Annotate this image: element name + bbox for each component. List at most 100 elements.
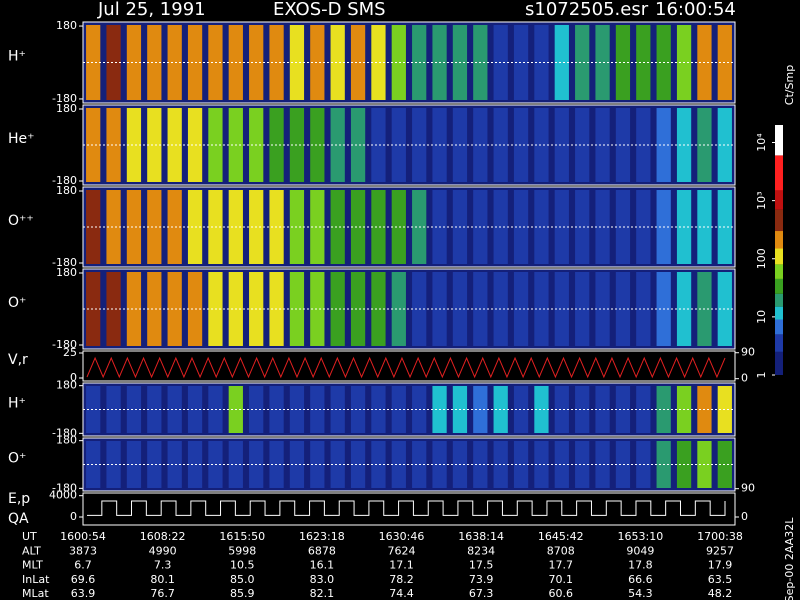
heat-cell [147, 441, 162, 488]
data-line [87, 500, 726, 516]
y-tick-label: 180 [56, 19, 77, 32]
heat-cell [350, 441, 366, 488]
ephemeris-value: 85.9 [230, 587, 255, 600]
heat-cell [575, 272, 590, 346]
y2-tick-label: 0 [741, 372, 748, 385]
heat-cell [167, 441, 182, 488]
ephemeris-value: 82.1 [310, 587, 335, 600]
heat-cell [534, 441, 549, 488]
heat-cell [391, 272, 406, 346]
heat-cell [534, 25, 549, 100]
heat-cell [615, 386, 631, 433]
heat-cell [575, 190, 590, 264]
ephemeris-value: 1615:50 [219, 530, 265, 543]
colorbar-segment [775, 248, 783, 265]
heat-cell [167, 272, 182, 346]
heat-cell [126, 190, 142, 264]
ephemeris-value: 3873 [69, 544, 97, 557]
heat-cell [330, 190, 345, 264]
y-tick-label: -180 [52, 338, 77, 351]
heat-cell [371, 386, 386, 433]
ephemeris-value: 1700:38 [697, 530, 743, 543]
heat-cell [391, 441, 406, 488]
date: Jul 25, 1991 [97, 0, 206, 20]
y-tick-label: -180 [52, 256, 77, 269]
ephemeris-value: 6878 [308, 544, 336, 557]
heat-cell [330, 272, 345, 346]
heat-cell [126, 272, 142, 346]
colorbar-segment [775, 306, 783, 320]
heat-cell [575, 108, 590, 182]
panel-frame [82, 21, 736, 104]
heat-cell [147, 25, 162, 100]
panel-label: V,r [8, 352, 28, 368]
heat-cell [615, 108, 631, 182]
heat-cell [534, 272, 549, 346]
heat-cell [534, 108, 549, 182]
heat-cell [167, 108, 182, 182]
colorbar-segment [775, 231, 783, 249]
ephemeris-value: 85.0 [230, 573, 255, 586]
panel-label: He⁺ [8, 131, 35, 147]
y2-tick-label: 90 [741, 482, 755, 495]
panel-frame [82, 492, 736, 526]
heat-cell [595, 190, 610, 264]
heat-cell [534, 386, 549, 433]
heat-cell [126, 441, 142, 488]
heat-cell [126, 108, 142, 182]
ephemeris-label: InLat [22, 573, 50, 586]
y-tick-label: 0 [70, 510, 77, 523]
y-tick-label: 180 [56, 184, 77, 197]
file: s1072505.esr [525, 0, 649, 20]
heat-cell [310, 25, 325, 100]
ephemeris-value: 76.7 [150, 587, 175, 600]
y-tick-label: 180 [56, 266, 77, 279]
heat-cell [86, 108, 101, 182]
ephemeris-value: 1608:22 [140, 530, 186, 543]
colorbar-segment [775, 264, 783, 279]
ephemeris-value: 8234 [467, 544, 495, 557]
y-tick-label: 180 [56, 379, 77, 392]
heat-cell [350, 108, 366, 182]
heat-cell [513, 25, 529, 100]
heat-cell [147, 190, 162, 264]
heat-cell [106, 272, 121, 346]
time: 16:00:54 [655, 0, 736, 20]
heat-cell [371, 25, 386, 100]
heat-cell [330, 386, 345, 433]
heat-cell [615, 25, 631, 100]
panel-frame [82, 382, 736, 437]
panel-label: H⁺ [8, 49, 26, 65]
ephemeris-label: MLT [22, 559, 43, 572]
ephemeris-value: 74.4 [389, 587, 414, 600]
panel-frame [82, 350, 736, 382]
heat-cell [147, 386, 162, 433]
colorbar-segment [775, 334, 783, 352]
ephemeris-value: 7.3 [154, 559, 172, 572]
heat-cell [167, 25, 182, 100]
panel-bg [83, 351, 735, 381]
data-line [86, 356, 726, 379]
heat-cell [106, 441, 121, 488]
heat-cell [147, 108, 162, 182]
ephemeris-label: UT [22, 530, 37, 543]
heat-cell [371, 190, 386, 264]
colorbar-segment [775, 155, 783, 191]
ephemeris-value: 78.2 [389, 573, 414, 586]
colorbar-segment [775, 190, 783, 210]
heat-cell [595, 272, 610, 346]
ephemeris-value: 73.9 [469, 573, 494, 586]
heat-cell [167, 190, 182, 264]
y-tick-label: -180 [52, 174, 77, 187]
ephemeris-value: 10.5 [230, 559, 255, 572]
heat-cell [513, 272, 529, 346]
heat-cell [513, 441, 529, 488]
heat-cell [310, 441, 325, 488]
ephemeris-value: 66.6 [628, 573, 653, 586]
ephemeris-value: 5998 [228, 544, 256, 557]
heat-cell [615, 441, 631, 488]
ephemeris-value: 48.2 [708, 587, 733, 600]
ephemeris-value: 70.1 [549, 573, 574, 586]
heat-cell [310, 386, 325, 433]
